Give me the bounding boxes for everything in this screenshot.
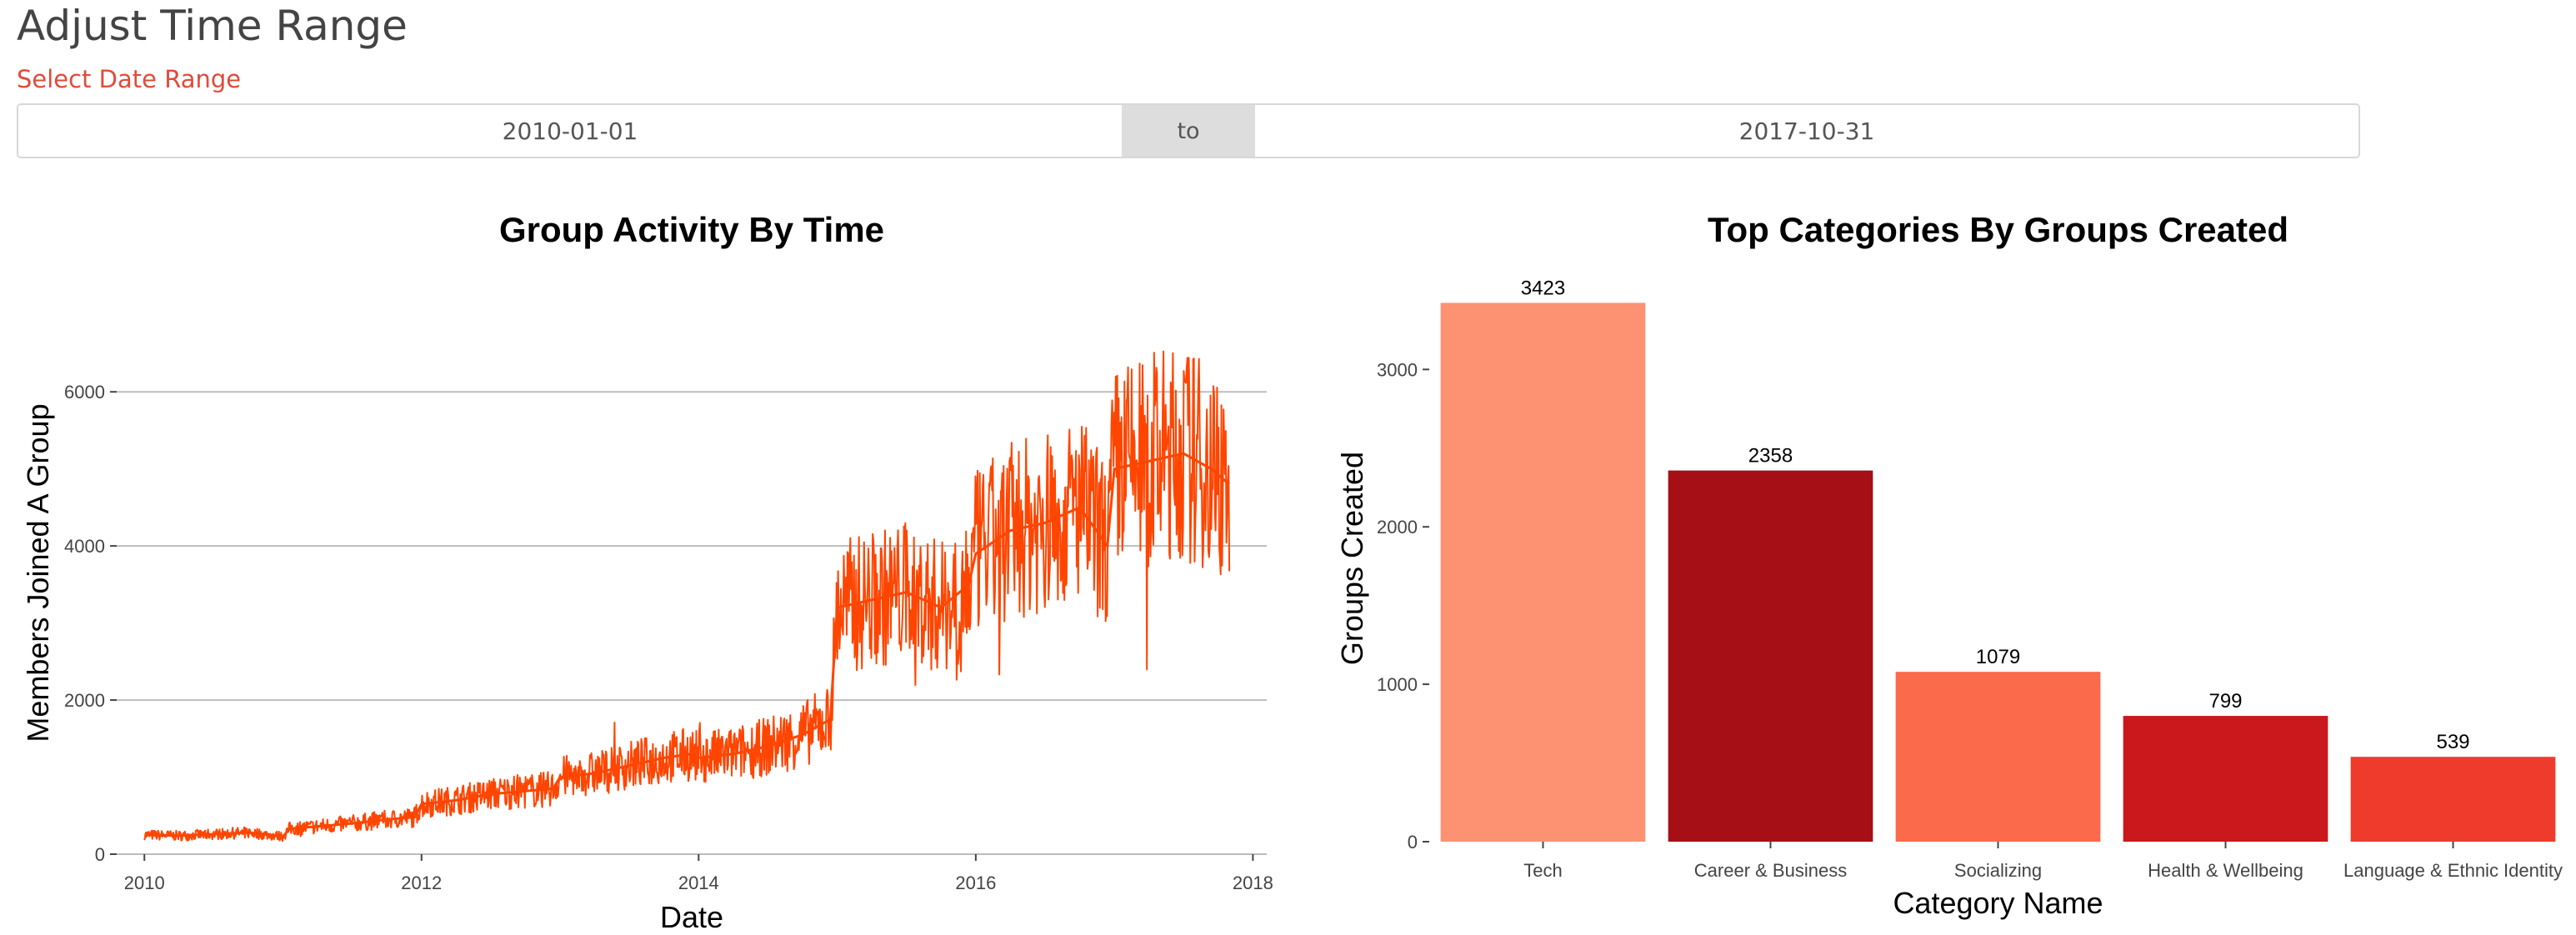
- y-tick-label: 6000: [64, 382, 105, 402]
- bar-value-label: 539: [2436, 731, 2469, 753]
- top-categories-chart: Top Categories By Groups Created 0 1000 200…: [1335, 210, 2563, 920]
- end-date-input[interactable]: [1255, 105, 2358, 157]
- bar: [1668, 470, 1873, 842]
- date-range-input: to: [17, 103, 2360, 158]
- x-tick-label: 2010: [124, 872, 165, 893]
- bar: [1440, 302, 1646, 842]
- start-date-input[interactable]: [18, 105, 1122, 157]
- chart-title: Top Categories By Groups Created: [1708, 210, 2288, 249]
- x-tick-label: 2018: [1233, 872, 1273, 893]
- x-tick-label: 2014: [678, 872, 719, 893]
- x-tick-label: Tech: [1523, 860, 1562, 881]
- y-tick-label: 2000: [64, 690, 105, 711]
- y-tick-label: 4000: [64, 536, 105, 557]
- y-axis-title: Members Joined A Group: [21, 403, 55, 742]
- x-tick-label: Health & Wellbeing: [2148, 860, 2303, 881]
- x-tick-label: Career & Business: [1694, 860, 1847, 881]
- x-tick-label: Socializing: [1954, 860, 2042, 881]
- page-title: Adjust Time Range: [17, 2, 408, 50]
- x-tick-label: Language & Ethnic Identity: [2343, 860, 2563, 881]
- series-line-detail: [143, 350, 1231, 842]
- y-tick-label: 0: [1408, 832, 1418, 852]
- bar: [2123, 716, 2328, 842]
- x-tick-label: 2016: [955, 872, 996, 893]
- x-tick-label: 2012: [401, 872, 442, 893]
- x-axis-title: Date: [660, 900, 723, 934]
- y-tick-label: 0: [95, 844, 105, 865]
- date-range-separator: to: [1122, 105, 1255, 157]
- bar: [2350, 757, 2556, 842]
- date-range-label: Select Date Range: [17, 65, 242, 93]
- series-line: [144, 452, 1231, 838]
- bar: [1895, 672, 2101, 842]
- chart-title: Group Activity By Time: [499, 210, 884, 249]
- x-axis-title: Category Name: [1893, 886, 2103, 920]
- group-activity-chart: Group Activity By Time 0 2000 4000 6000 2010 2…: [21, 210, 1273, 934]
- bar-value-label: 2358: [1748, 445, 1793, 468]
- bar-value-label: 1079: [1976, 646, 2020, 668]
- bar-value-label: 3423: [1521, 277, 1565, 299]
- bar-value-label: 799: [2208, 690, 2242, 712]
- y-tick-label: 3000: [1377, 359, 1418, 380]
- y-tick-label: 2000: [1377, 517, 1418, 538]
- y-tick-label: 1000: [1377, 674, 1418, 695]
- y-axis-title: Groups Created: [1335, 452, 1369, 665]
